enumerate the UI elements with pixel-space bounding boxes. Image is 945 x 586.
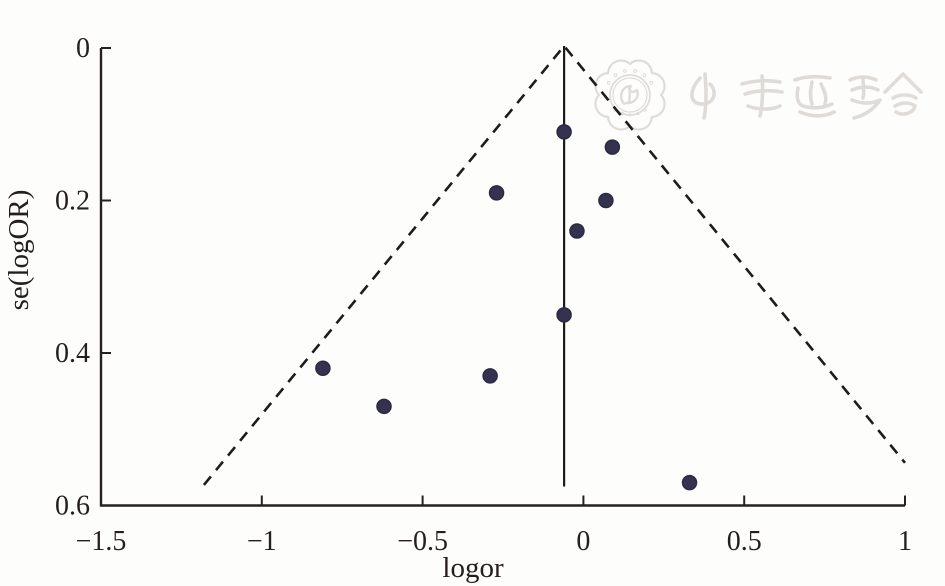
data-point	[482, 368, 498, 384]
x-tick-label: 0	[576, 526, 590, 557]
data-point	[376, 398, 392, 415]
y-tick-label: 0	[76, 33, 90, 64]
y-tick-label: 0.4	[55, 338, 90, 369]
data-point	[598, 192, 614, 209]
x-tick-label: −1	[247, 526, 277, 557]
x-tick-label: −0.5	[397, 526, 448, 557]
scatter-points	[315, 124, 698, 491]
x-tick-label: 0.5	[727, 526, 762, 557]
data-point	[556, 124, 572, 140]
axis-spine	[99, 48, 905, 507]
data-point	[569, 223, 585, 239]
data-point	[604, 139, 621, 155]
watermark	[594, 59, 923, 131]
data-point	[488, 185, 505, 201]
y-tick-label: 0.2	[55, 186, 90, 217]
funnel-lines	[202, 43, 907, 487]
watermark-logo-icon	[594, 59, 666, 131]
x-tick-label: 1	[898, 526, 912, 557]
y-axis-label: se(logOR)	[3, 190, 35, 311]
y-tick-label: 0.6	[55, 491, 90, 522]
x-tick-label: −1.5	[76, 526, 127, 557]
axes: −1.5 −1 −0.5 0 0.5 1 0 0.2 0.4 0.6	[55, 33, 912, 557]
data-point	[681, 474, 698, 491]
data-point	[556, 307, 572, 323]
data-point	[315, 360, 331, 376]
watermark-calligraphy	[690, 72, 923, 120]
x-axis-label: logor	[442, 552, 504, 584]
